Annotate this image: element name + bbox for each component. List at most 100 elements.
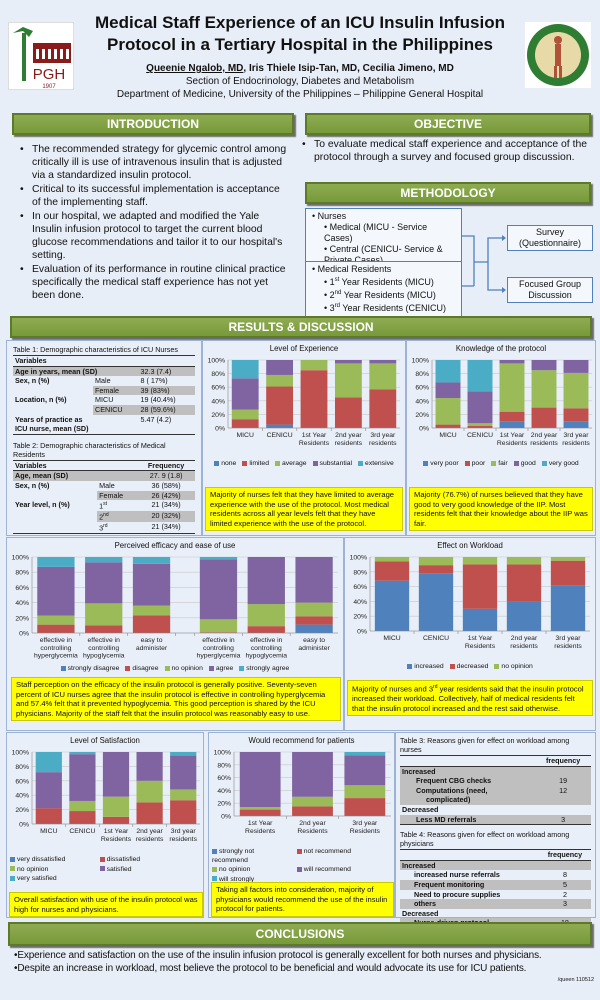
table1-title: Table 1: Demographic characteristics of … (13, 345, 178, 354)
x-category-label: effective in controlling hypoglycemia (246, 637, 288, 660)
chart-legend: very dissatisfied dissatisfied no opinion s… (7, 856, 203, 884)
objective-heading: OBJECTIVE (305, 113, 591, 135)
legend-swatch (312, 460, 318, 466)
bar-segment-dissatisfied (102, 816, 130, 824)
bar-segment-will-strongly-recommend (344, 752, 386, 756)
bar-segment-no-opinion (239, 807, 281, 810)
y-tick-label: 20% (15, 615, 29, 622)
legend-item: none (214, 460, 236, 469)
legend-label: agree (215, 665, 234, 672)
bar-segment-average (231, 409, 259, 420)
y-tick-label: 0% (357, 629, 367, 636)
bar-segment-dissatisfied (69, 811, 96, 824)
bar-segment-agree (85, 562, 123, 604)
y-tick-label: 100% (12, 555, 29, 562)
legend-swatch (541, 460, 547, 466)
primary-author: Queenie Ngalob, MD (146, 63, 244, 74)
bar-segment-dissatisfied (136, 802, 163, 824)
poster-header: Medical Staff Experience of an ICU Insul… (78, 12, 522, 101)
bar-segment-fair (499, 363, 525, 412)
x-category-label: 1st Year Residents (299, 432, 330, 447)
legend-item: extensive (358, 460, 394, 469)
chart-title: Perceived efficacy and ease of use (114, 541, 236, 550)
y-tick-label: 20% (353, 614, 367, 621)
legend-swatch (214, 460, 220, 466)
bar-segment-limited (266, 386, 294, 425)
intro-bullet: Critical to its successful implementatio… (18, 183, 290, 209)
bar-segment-strongly-agree (199, 557, 238, 560)
bar-segment-very-good (435, 360, 461, 383)
bar-segment-no-opinion (247, 604, 285, 627)
authors: Queenie Ngalob, MD, Iris Thiele Isip-Tan… (78, 62, 522, 75)
bar-segment-very-poor (563, 421, 589, 428)
x-category-label: 2nd year Residents (297, 820, 328, 835)
x-category-label: MICU (237, 432, 254, 439)
bar-segment-limited (369, 389, 397, 428)
bar-segment-strongly-agree (85, 557, 123, 563)
y-tick-label: 0% (221, 814, 231, 821)
bar-segment-will-recommend (344, 755, 386, 786)
chart-experience-panel: Level of Experience 0% 20% 40% 60% 80% 100% MI… (202, 340, 406, 536)
x-category-label: 1st Year Residents (245, 820, 276, 835)
legend-label: decreased (456, 663, 489, 670)
x-category-label: 2nd year residents (510, 635, 538, 650)
legend-item: no opinion (164, 665, 203, 674)
bar-segment-fair (563, 372, 589, 409)
x-category-label: MICU (40, 828, 57, 835)
y-tick-label: 100% (208, 358, 225, 365)
legend-swatch (208, 665, 214, 671)
bar-segment-substantial (334, 360, 362, 364)
results-heading: RESULTS & DISCUSSION (10, 316, 592, 338)
legend-swatch (60, 665, 66, 671)
objective-list: To evaluate medical staff experience and… (300, 139, 596, 165)
bar-segment-will-recommend (292, 752, 333, 797)
legend-swatch (242, 460, 248, 466)
bar-segment-agree (247, 557, 285, 605)
y-tick-label: 60% (15, 585, 29, 592)
legend-item: not recommend (296, 848, 376, 865)
bar-segment-fair (531, 370, 557, 408)
bar-segment-decreased (506, 564, 542, 602)
legend-item: strongly not recommend (212, 848, 291, 865)
bar-segment-decreased (462, 564, 498, 609)
x-category-label: effective in controlling hypoglycemia (83, 637, 125, 660)
table2-title: Table 2: Demographic characteristics of … (13, 440, 166, 459)
intro-bullet: Evaluation of its performance in routine… (18, 263, 290, 302)
legend-swatch (449, 663, 455, 669)
bar-segment-substantial (231, 378, 259, 410)
bar-segment-no-opinion (102, 796, 130, 817)
legend-swatch (10, 856, 15, 862)
legend-item: poor (464, 460, 485, 469)
bar-segment-good (499, 360, 525, 364)
efficacy-note: Staff perception on the efficacy of the … (11, 677, 341, 722)
bar-segment-not-recommend (292, 806, 333, 816)
legend-swatch (513, 460, 519, 466)
y-tick-label: 100% (412, 358, 429, 365)
legend-item: fair (491, 460, 508, 469)
chart-title: Level of Satisfaction (70, 736, 140, 745)
svg-text:1907: 1907 (42, 84, 56, 90)
legend-item: substantial (312, 460, 352, 469)
objective-bullet: To evaluate medical staff experience and… (300, 139, 596, 164)
legend-swatch (212, 866, 217, 872)
y-tick-label: 40% (15, 793, 29, 800)
legend-label: none (221, 460, 237, 467)
chart-efficacy: 0% 20% 40% 60% 80% 100% effective in controllin… (12, 555, 338, 660)
bar-segment-average (369, 363, 397, 390)
bar-segment-no-opinion (69, 800, 96, 812)
chart-title: Knowledge of the protocol (455, 344, 547, 353)
x-category-label: 3rd year residents (369, 432, 397, 447)
bar-segment-agree (37, 566, 75, 616)
bar-segment-dissatisfied (170, 800, 197, 824)
legend-label: strongly not recommend (212, 848, 255, 864)
workload-note: Majority of nurses and 3rd year resident… (347, 680, 593, 717)
legend-swatch (296, 848, 302, 854)
legend-swatch (494, 663, 500, 669)
legend-label: no opinion (171, 665, 203, 672)
y-tick-label: 0% (215, 426, 225, 433)
y-tick-label: 40% (415, 398, 429, 405)
bar-segment-no-opinion (344, 785, 386, 799)
legend-swatch (491, 460, 497, 466)
legend-label: disagree (132, 665, 159, 672)
bar-segment-increased (374, 580, 410, 631)
